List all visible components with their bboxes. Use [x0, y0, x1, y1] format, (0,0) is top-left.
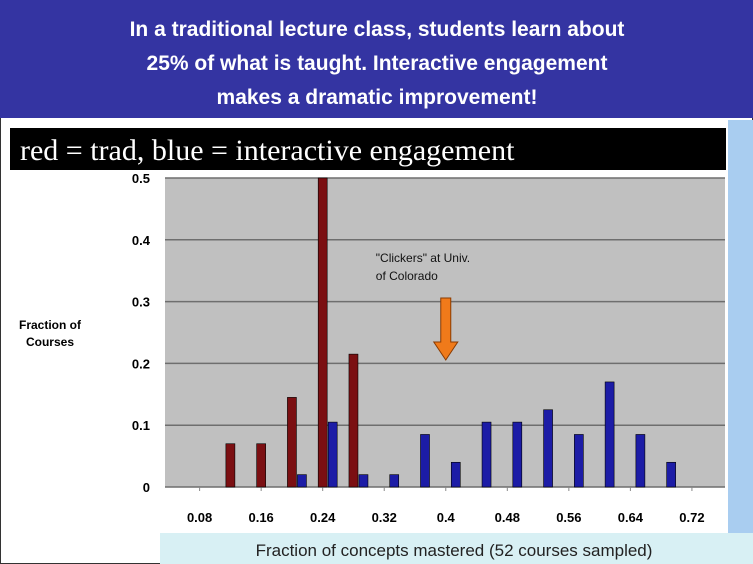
y-tick-label: 0.2	[132, 356, 150, 371]
x-tick-label: 0.72	[679, 510, 704, 525]
legend-text: red = trad, blue = interactive engagemen…	[20, 134, 515, 167]
bar	[389, 474, 400, 488]
bar	[543, 409, 553, 488]
bar	[358, 474, 369, 488]
x-tick-label: 0.64	[618, 510, 644, 525]
bar	[635, 434, 646, 488]
y-tick-label: 0.3	[132, 295, 150, 310]
title-line: In a traditional lecture class, students…	[130, 18, 625, 41]
x-tick-label: 0.24	[310, 510, 336, 525]
y-tick-label: 0.1	[132, 418, 150, 433]
y-tick-label: 0.4	[132, 233, 151, 248]
x-tick-label: 0.4	[437, 510, 456, 525]
x-tick-label: 0.32	[372, 510, 397, 525]
bar	[420, 434, 430, 488]
bar	[604, 381, 615, 488]
title-banner	[0, 0, 753, 118]
y-axis-label: Courses	[26, 335, 74, 349]
bar	[225, 443, 236, 488]
bar	[481, 421, 492, 488]
side-strip	[728, 120, 753, 535]
y-axis-label: Fraction of	[19, 318, 82, 332]
bar	[256, 443, 266, 488]
x-tick-label: 0.56	[556, 510, 581, 525]
bar	[512, 421, 523, 488]
x-axis-label: Fraction of concepts mastered (52 course…	[256, 541, 653, 560]
annotation: of Colorado	[376, 269, 438, 283]
title-line: makes a dramatic improvement!	[217, 86, 538, 109]
x-tick-label: 0.08	[187, 510, 212, 525]
bar	[287, 397, 297, 488]
bar	[574, 434, 584, 488]
bar	[666, 461, 676, 488]
bar	[450, 461, 461, 488]
annotation-arrow	[432, 297, 459, 361]
y-tick-label: 0.5	[132, 171, 150, 186]
legend-bar	[10, 128, 726, 170]
plot: 0 0.1 0.2 0.3 0.4 0.5 0.08 0.16 0.24 0.32 0.4 0.48 0…	[132, 171, 725, 525]
annotation: "Clickers" at Univ.	[376, 251, 470, 265]
bar	[327, 421, 338, 488]
xlabel-box	[160, 533, 753, 564]
title-line: 25% of what is taught. Interactive engag…	[147, 52, 608, 75]
bar	[348, 353, 359, 488]
bar	[297, 474, 307, 488]
x-tick-label: 0.16	[248, 510, 273, 525]
x-tick-label: 0.48	[495, 510, 520, 525]
y-tick-label: 0	[143, 480, 150, 495]
bar	[317, 177, 328, 488]
